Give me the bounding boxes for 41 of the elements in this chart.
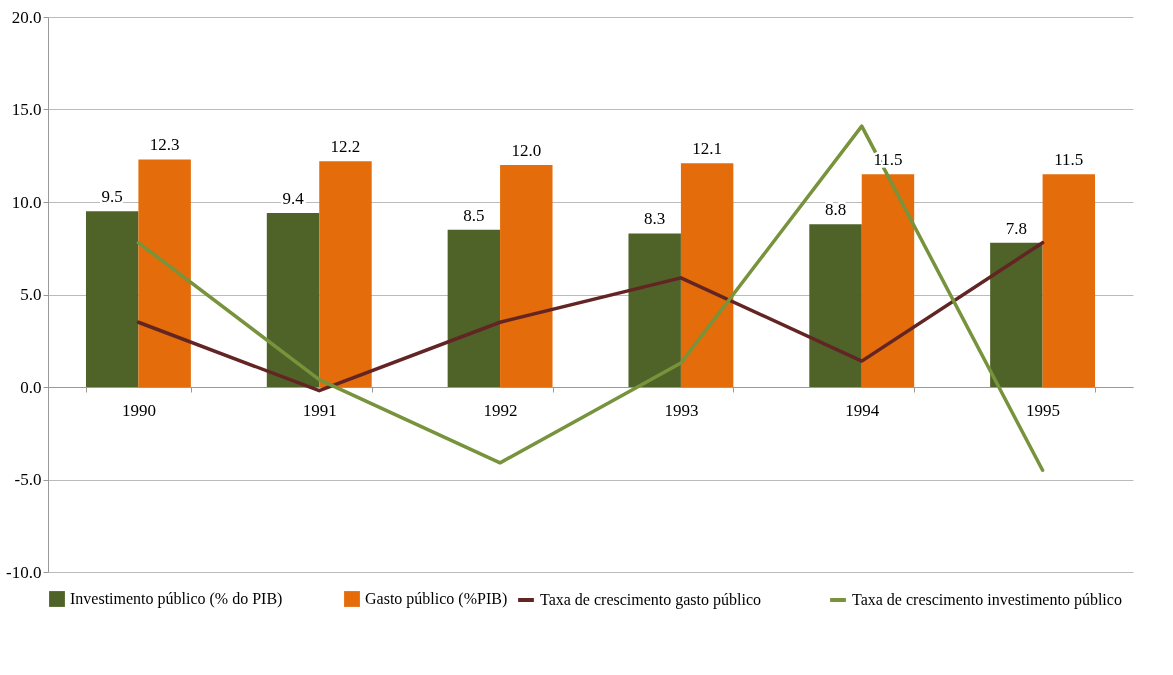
bar — [861, 174, 915, 387]
bar — [809, 224, 862, 387]
y-tick-label: 20.0 — [11, 7, 42, 27]
data-label: 9.5 — [101, 187, 123, 207]
data-label: 8.8 — [824, 200, 847, 220]
x-tick-label: 1994 — [845, 400, 880, 420]
x-tick-label: 1993 — [664, 400, 699, 420]
legend-label: Taxa de crescimento gasto público — [540, 591, 762, 609]
data-label: 12.1 — [692, 139, 723, 159]
data-label: 11.5 — [1054, 150, 1084, 170]
data-label: 12.3 — [149, 135, 180, 155]
bar — [266, 213, 320, 387]
bar — [990, 242, 1043, 387]
y-tick-label: 5.0 — [20, 285, 42, 304]
data-label: 8.3 — [644, 209, 666, 229]
data-label: 8.5 — [463, 205, 485, 225]
line-series — [136, 240, 1045, 393]
x-tick-label: 1995 — [1026, 400, 1061, 420]
y-tick-label: 10.0 — [11, 192, 42, 212]
data-label: 9.4 — [282, 189, 305, 209]
bar — [628, 233, 681, 387]
bar — [680, 163, 734, 387]
data-label: 12.2 — [330, 137, 361, 157]
legend-label: Gasto público (%PIB) — [365, 590, 508, 608]
x-tick-label: 1990 — [121, 400, 156, 420]
bar — [319, 161, 372, 387]
y-tick-label: -10.0 — [6, 562, 42, 582]
y-tick-label: 0.0 — [20, 377, 42, 397]
y-tick-label: 15.0 — [11, 100, 42, 119]
x-tick-label: 1992 — [483, 400, 518, 420]
data-label: 12.0 — [511, 141, 542, 160]
legend-label: Taxa de crescimento investimento público — [852, 591, 1122, 609]
bar — [138, 159, 191, 387]
y-tick-label: -5.0 — [14, 470, 42, 489]
legend-label: Investimento público (% do PIB) — [70, 590, 283, 608]
bar — [1042, 174, 1096, 387]
bar — [85, 211, 139, 387]
bar — [500, 165, 553, 387]
data-label: 7.8 — [1005, 218, 1027, 238]
x-tick-label: 1991 — [302, 400, 337, 420]
bar — [447, 229, 501, 387]
